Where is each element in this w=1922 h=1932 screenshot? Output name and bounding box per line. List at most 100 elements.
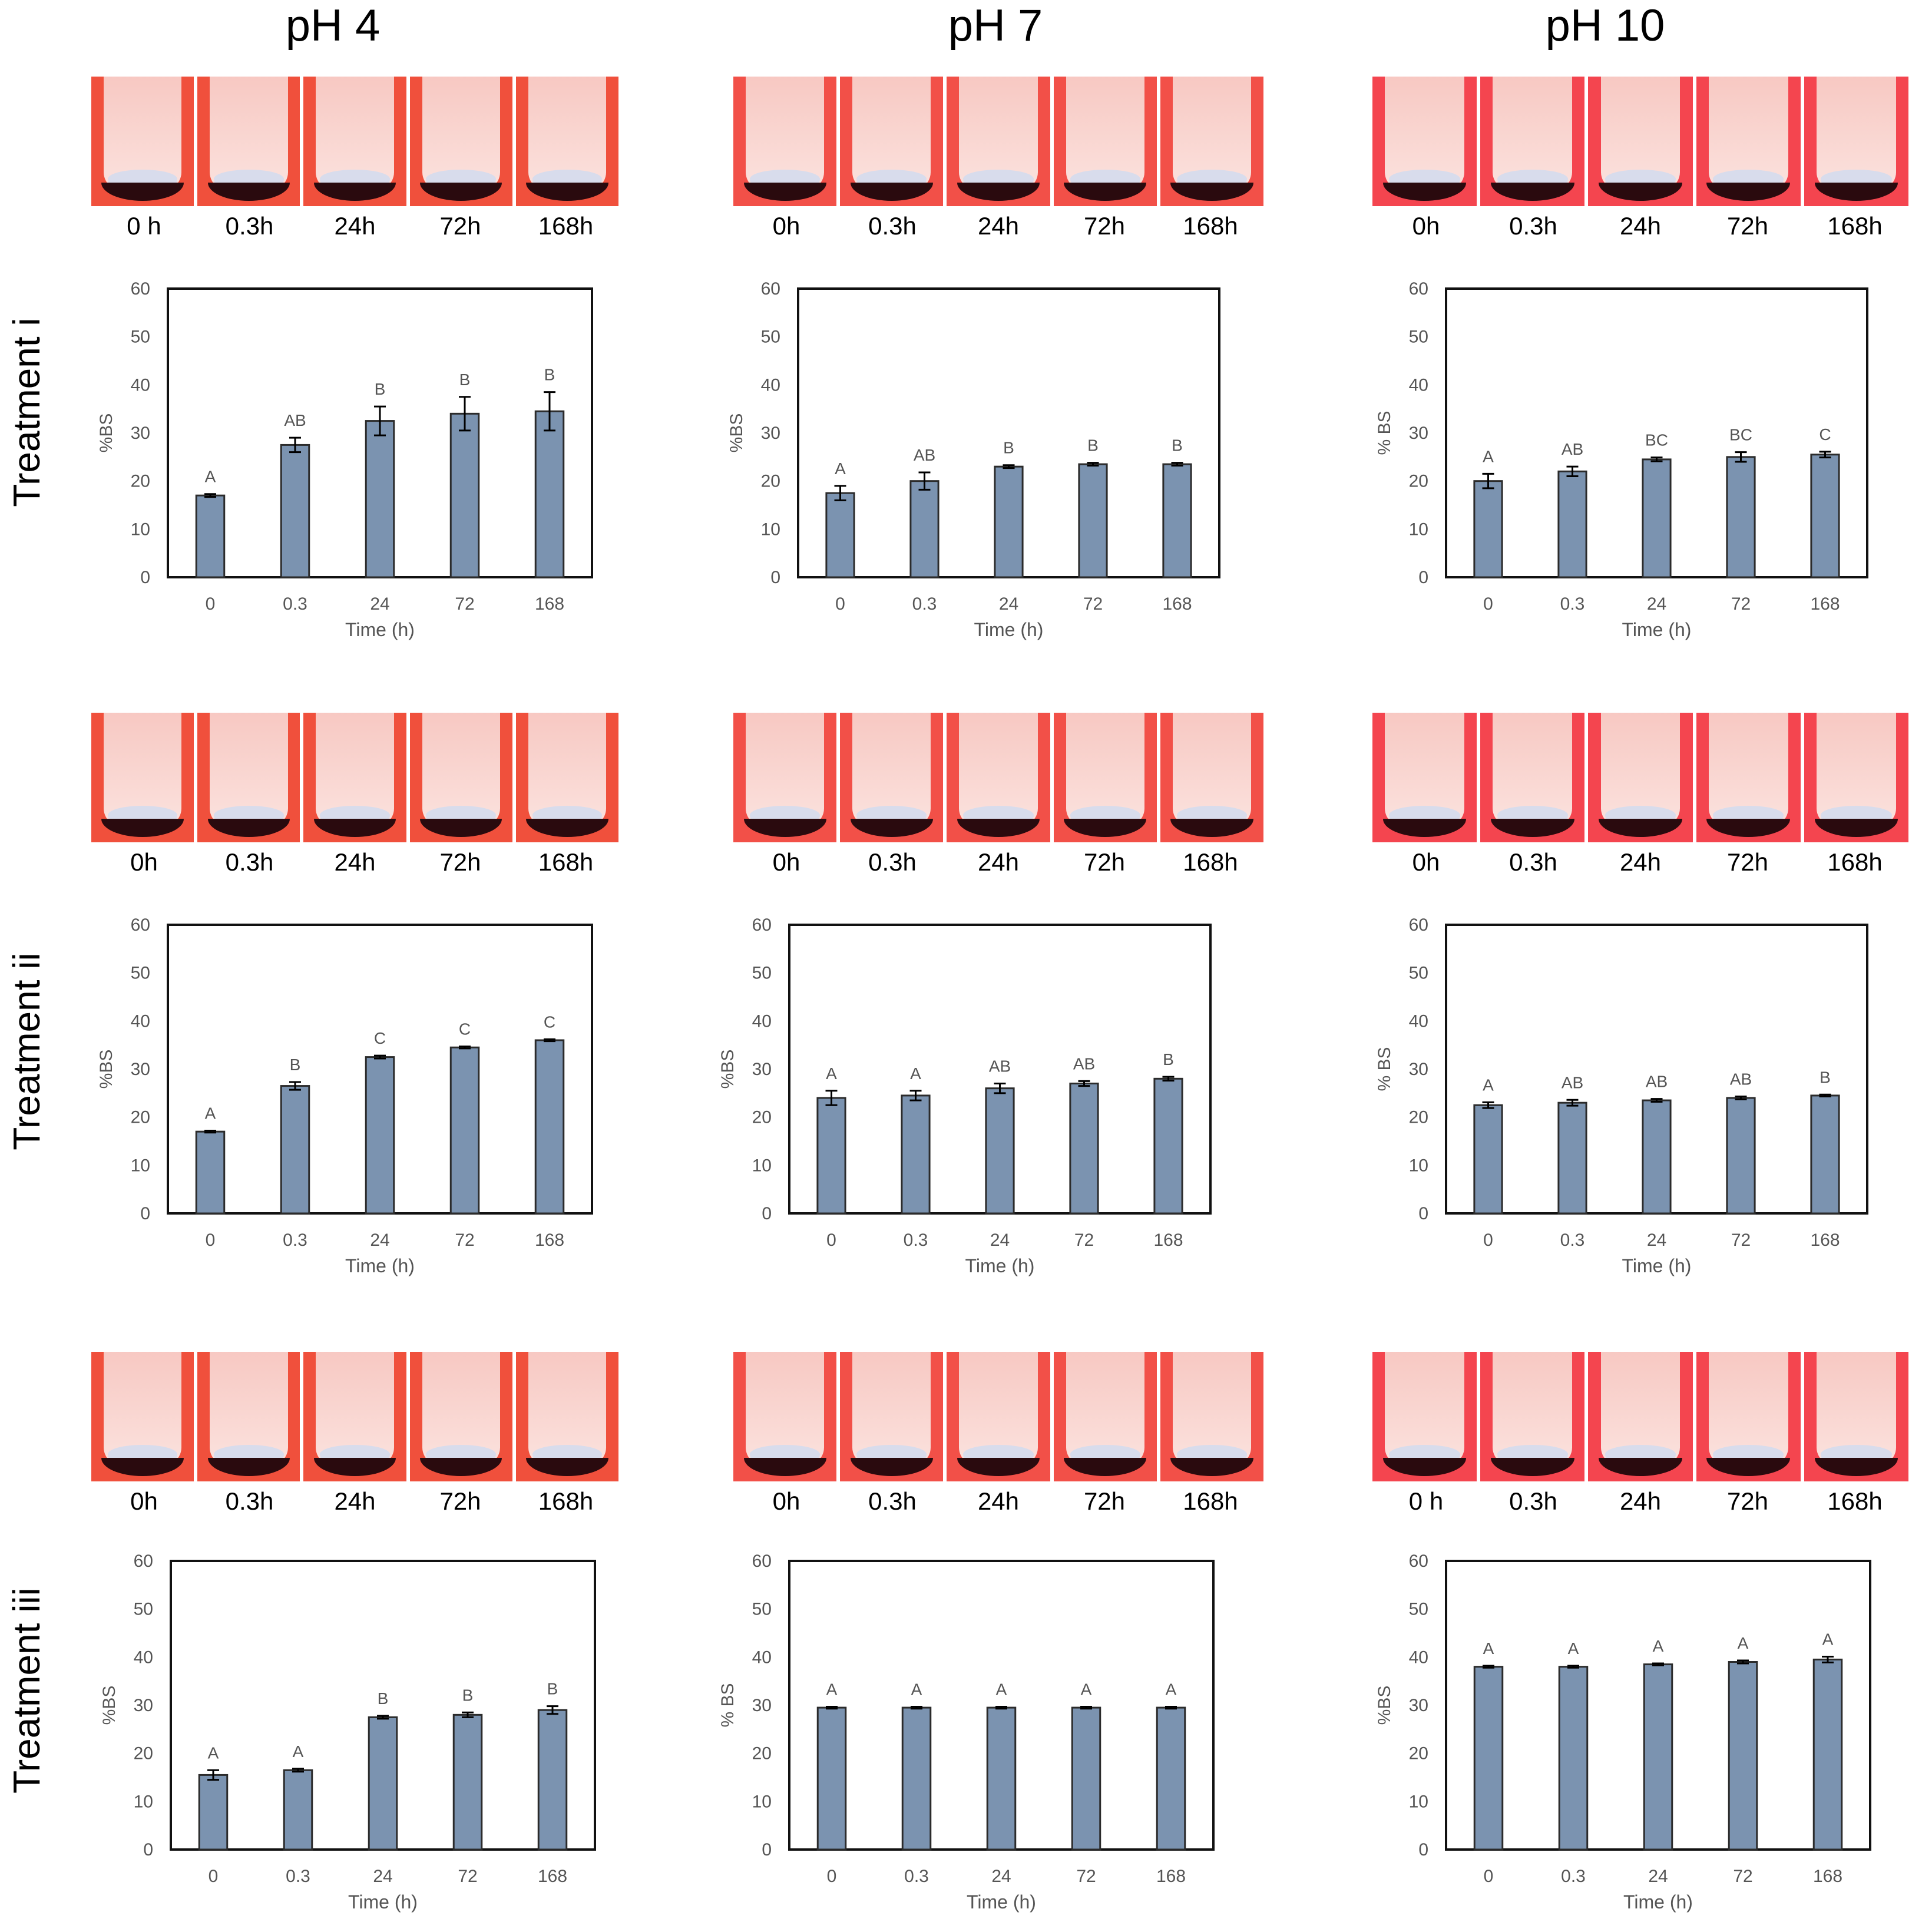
sample-photo	[1372, 713, 1477, 842]
sample-photo	[947, 713, 1050, 842]
bar	[1726, 1097, 1756, 1215]
x-tick-label: 0	[1483, 1230, 1493, 1250]
y-tick-label: 20	[752, 1108, 772, 1127]
time-point-label: 0.3h	[225, 848, 274, 876]
y-tick-label: 50	[752, 1600, 772, 1619]
y-tick-label: 50	[752, 964, 772, 983]
significance-letter: C	[1819, 425, 1831, 444]
sample-photo	[91, 77, 194, 206]
bar	[1812, 1658, 1843, 1851]
y-tick-label: 40	[131, 375, 150, 395]
y-axis-label: % BS	[1375, 1047, 1394, 1091]
sample-photo	[1053, 77, 1157, 206]
significance-letter: B	[375, 380, 386, 398]
y-tick-label: 10	[752, 1792, 772, 1811]
time-point-label: 72h	[1726, 212, 1769, 240]
y-tick-label: 0	[762, 1840, 772, 1860]
y-tick-label: 0	[143, 1840, 153, 1860]
bar	[1810, 454, 1840, 578]
x-axis-label: Time (h)	[1623, 1891, 1693, 1913]
time-point-label: 168h	[1183, 848, 1238, 876]
time-point-label: 24h	[334, 1487, 376, 1515]
y-tick-label: 30	[752, 1060, 772, 1079]
y-tick-label: 40	[1409, 1648, 1428, 1667]
sample-photo	[1480, 77, 1585, 206]
y-tick-label: 40	[752, 1011, 772, 1031]
y-tick-label: 10	[1409, 1156, 1428, 1175]
significance-letter: B	[378, 1689, 389, 1708]
x-tick-label: 0	[1483, 594, 1493, 614]
time-point-label: 0.3h	[868, 1487, 917, 1515]
y-tick-label: 10	[761, 520, 780, 539]
x-tick-label: 72	[1733, 1867, 1752, 1886]
significance-letter: A	[826, 1680, 838, 1698]
x-tick-label: 72	[455, 594, 474, 614]
bar	[1473, 480, 1503, 578]
x-axis-label: Time (h)	[965, 1255, 1035, 1276]
significance-letter: B	[1003, 439, 1014, 457]
x-tick-label: 0.3	[1560, 594, 1585, 614]
sample-photo	[1160, 1352, 1264, 1481]
x-tick-label: 168	[1156, 1867, 1186, 1886]
bar-chart: 0 10 20 30 40 50 60 %BS A 0 B 0.3 C 24 C 72 C 168 Time (h)	[97, 915, 593, 1276]
y-tick-label: 50	[131, 964, 150, 983]
bar	[1643, 1663, 1673, 1851]
time-point-labels: 0h 0.3h 24h 72h 168h	[1372, 212, 1908, 240]
bar	[825, 492, 855, 578]
y-tick-label: 40	[761, 375, 780, 395]
x-tick-label: 0.3	[912, 594, 937, 614]
y-tick-label: 30	[761, 424, 780, 443]
sample-photo	[1588, 713, 1693, 842]
time-point-label: 168h	[1827, 1487, 1883, 1515]
time-point-label: 0.3h	[225, 212, 274, 240]
sample-photo	[1588, 77, 1693, 206]
photo-strip	[733, 1352, 1264, 1481]
time-point-label: 0h	[1412, 212, 1440, 240]
bar-chart: 0 10 20 30 40 50 60 % BS A 0 A 0.3 A 24 A 72 A 168 Time (h…	[718, 1551, 1215, 1913]
bar	[449, 412, 480, 578]
time-point-label: 0h	[772, 1487, 800, 1515]
sample-photo	[947, 1352, 1050, 1481]
x-tick-label: 168	[1153, 1230, 1183, 1250]
y-axis-label: %BS	[97, 413, 116, 453]
bar	[816, 1706, 847, 1851]
x-tick-label: 168	[1810, 1230, 1840, 1250]
bar	[1473, 1666, 1504, 1851]
time-point-labels: 0 h 0.3h 24h 72h 168h	[1372, 1487, 1908, 1516]
y-tick-label: 20	[1409, 472, 1428, 491]
time-point-label: 0h	[772, 848, 800, 876]
sample-photo	[303, 77, 406, 206]
y-tick-label: 40	[134, 1648, 153, 1667]
time-point-label: 24h	[1619, 212, 1662, 240]
y-tick-label: 10	[131, 1156, 150, 1175]
bar	[816, 1097, 846, 1215]
sample-photo	[515, 1352, 619, 1481]
bar-chart: 0 10 20 30 40 50 60 %BS A 0 AB 0.3 B 24 B 72 B 168 Time (h…	[97, 279, 593, 640]
time-point-label: 72h	[1726, 848, 1769, 876]
time-point-labels: 0 h 0.3h 24h 72h 168h	[91, 212, 618, 240]
sample-photo	[1696, 77, 1801, 206]
bar	[1071, 1706, 1101, 1851]
x-tick-label: 24	[991, 1867, 1011, 1886]
y-tick-label: 10	[1409, 520, 1428, 539]
time-point-labels: 0h 0.3h 24h 72h 168h	[733, 1487, 1263, 1516]
sample-photo	[1053, 1352, 1157, 1481]
y-tick-label: 40	[1409, 1011, 1428, 1031]
y-tick-label: 60	[1409, 279, 1428, 299]
significance-letter: B	[459, 370, 471, 389]
x-tick-label: 168	[535, 1230, 564, 1250]
y-axis-label: % BS	[718, 1683, 737, 1727]
sample-photo	[733, 77, 837, 206]
sample-photo	[409, 1352, 512, 1481]
y-tick-label: 50	[1409, 964, 1428, 983]
sample-photo	[303, 1352, 406, 1481]
time-point-label: 0.3h	[1509, 212, 1557, 240]
x-tick-label: 0.3	[283, 1230, 307, 1250]
y-tick-label: 40	[752, 1648, 772, 1667]
significance-letter: A	[1822, 1630, 1834, 1649]
x-axis-label: Time (h)	[345, 1255, 415, 1276]
bar	[198, 1774, 229, 1851]
significance-letter: A	[910, 1064, 921, 1083]
x-tick-label: 168	[538, 1867, 567, 1886]
y-tick-label: 30	[1409, 1060, 1428, 1079]
